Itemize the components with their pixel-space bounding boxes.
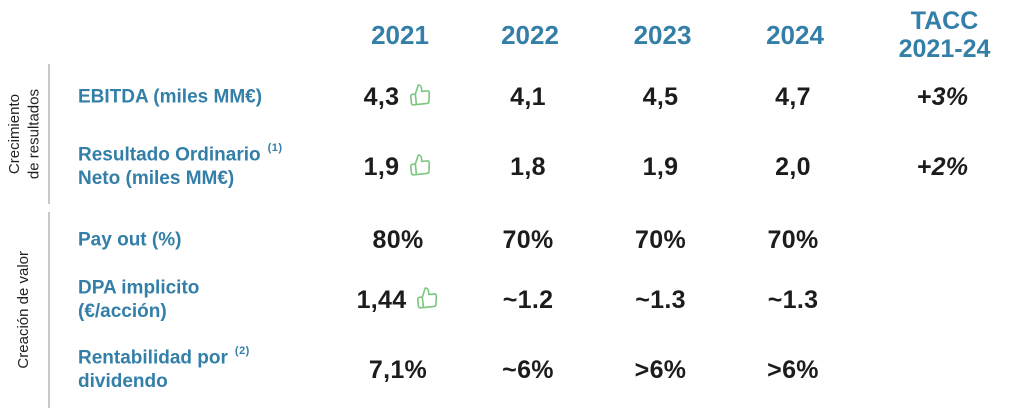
- group-rail: Creación de valor: [0, 212, 50, 408]
- cell-value: ~1.2: [502, 285, 554, 314]
- cell-value: 2,0: [775, 152, 811, 181]
- group-creacion-de-valor: Creación de valor Pay out (%) 80% 70% 70…: [0, 212, 1024, 408]
- cell-tacc: +3%: [916, 82, 969, 111]
- group-label: Creación de valor: [15, 251, 33, 369]
- cell-value: 4,1: [510, 82, 546, 111]
- cell-value: ~6%: [502, 355, 554, 384]
- cell-value: ~1.3: [767, 285, 819, 314]
- cell-value: 1,9: [642, 152, 679, 181]
- cell-value: >6%: [767, 355, 819, 384]
- thumbs-up-icon: [417, 286, 438, 309]
- column-header-2024: 2024: [766, 19, 824, 50]
- group-label: Crecimiento de resultados: [5, 88, 43, 180]
- group-rail: Crecimiento de resultados: [0, 64, 50, 204]
- column-header-2022: 2022: [501, 19, 559, 50]
- column-header-2021: 2021: [371, 19, 429, 50]
- cell-value: >6%: [634, 355, 687, 384]
- table-row-dpa-implicito: DPA implicito (€/acción) 1,44 ~1.2 ~1.3 …: [50, 268, 1022, 332]
- tacc-header-line1: TACC: [910, 7, 979, 35]
- table-row-pay-out: Pay out (%) 80% 70% 70% 70%: [50, 212, 1022, 268]
- cell-value: 7,1%: [368, 355, 428, 384]
- cell-value: 1,9: [338, 153, 458, 182]
- group-crecimiento-de-resultados: Crecimiento de resultados EBITDA (miles …: [0, 64, 1024, 204]
- group-rows: Pay out (%) 80% 70% 70% 70% DPA implicit…: [50, 212, 1024, 408]
- row-label: Pay out (%): [78, 229, 182, 250]
- cell-value: 70%: [767, 225, 819, 254]
- cell-value: 4,7: [775, 82, 811, 111]
- column-header-tacc: TACC 2021-24: [865, 7, 1024, 63]
- thumbs-up-icon: [410, 83, 431, 106]
- footnote-ref: (1): [267, 141, 283, 154]
- cell-value: 1,44: [338, 286, 458, 315]
- row-label: DPA implicito (€/acción): [78, 276, 200, 323]
- tacc-header-line2: 2021-24: [898, 35, 991, 63]
- row-label: Rentabilidad por (2) dividendo: [78, 344, 250, 393]
- group-rows: EBITDA (miles MM€) 4,3 4,1 4,5 4,7 +3% R…: [50, 64, 1024, 204]
- row-label: EBITDA (miles MM€): [78, 86, 263, 107]
- cell-value: 70%: [502, 225, 554, 254]
- thumbs-up-icon: [410, 153, 431, 176]
- table-row-ebitda: EBITDA (miles MM€) 4,3 4,1 4,5 4,7 +3%: [50, 64, 1022, 130]
- cell-tacc: +2%: [916, 152, 969, 181]
- cell-value: 80%: [372, 225, 424, 254]
- column-header-2023: 2023: [633, 19, 692, 50]
- cell-value: 70%: [635, 225, 686, 254]
- cell-value: 4,5: [642, 82, 679, 111]
- cell-value: 4,3: [338, 83, 458, 112]
- table-row-resultado-ordinario: Resultado Ordinario (1) Neto (miles MM€) …: [50, 130, 1022, 204]
- cell-value: ~1.3: [635, 285, 686, 314]
- table-header-row: 2021 2022 2023 2024 TACC 2021-24: [52, 0, 1024, 64]
- row-label: Resultado Ordinario (1) Neto (miles MM€): [78, 141, 283, 190]
- cell-value: 1,8: [510, 152, 546, 181]
- footnote-ref: (2): [234, 344, 250, 357]
- table-row-rentabilidad-por-dividendo: Rentabilidad por (2) dividendo 7,1% ~6% >…: [50, 332, 1022, 408]
